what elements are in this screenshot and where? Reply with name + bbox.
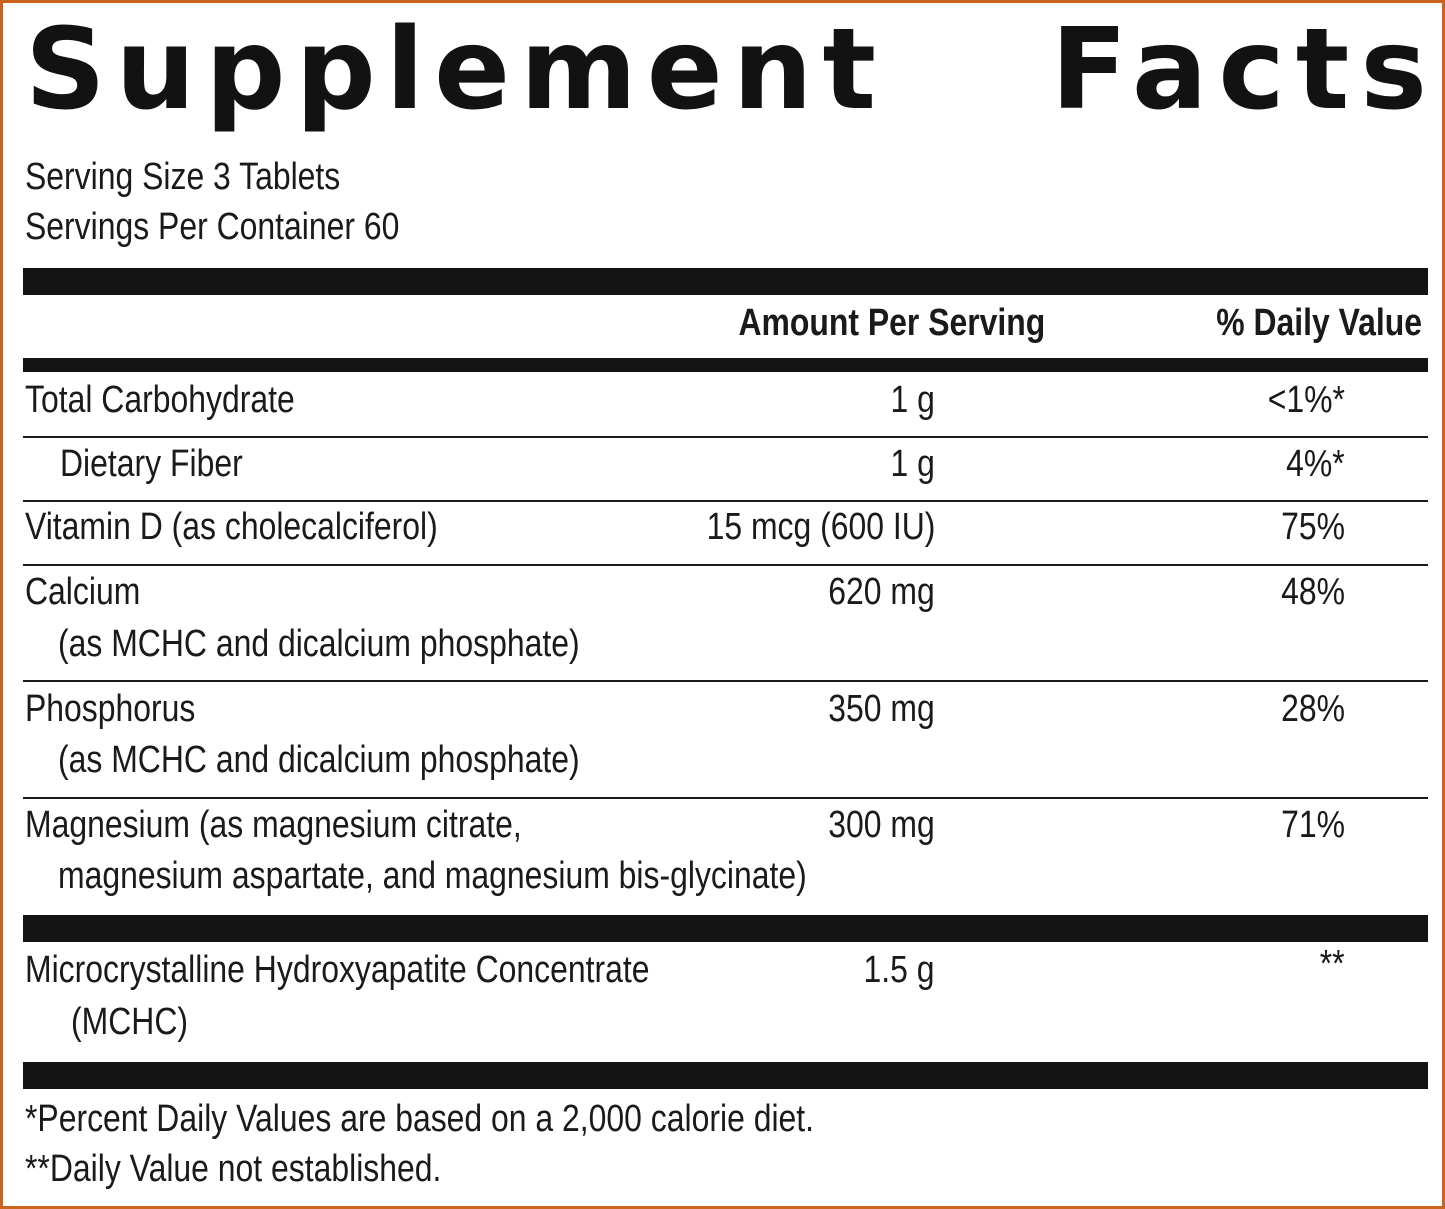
nutrient-name: Vitamin D (as cholecalciferol)	[25, 506, 438, 548]
nutrient-name: Total Carbohydrate	[25, 379, 295, 421]
footnote-daily-values: *Percent Daily Values are based on a 2,0…	[25, 1098, 815, 1140]
ingredient-amount: 1.5 g	[863, 949, 935, 991]
thick-divider-bottom	[23, 1062, 1428, 1089]
nutrient-daily-value: 71%	[1281, 804, 1345, 846]
servings-per-container: Servings Per Container 60	[25, 206, 400, 248]
nutrient-amount: 300 mg	[828, 804, 935, 846]
nutrient-source: (as MCHC and dicalcium phosphate)	[58, 739, 580, 781]
row-divider	[23, 564, 1428, 566]
thick-divider-middle	[23, 915, 1428, 942]
nutrient-name: Dietary Fiber	[60, 443, 243, 485]
nutrient-amount: 1 g	[890, 443, 935, 485]
medium-divider	[23, 358, 1428, 372]
nutrient-daily-value: <1%*	[1267, 379, 1345, 421]
title-word-facts: Facts	[1050, 5, 1438, 135]
nutrient-source: magnesium aspartate, and magnesium bis-g…	[58, 855, 807, 897]
panel-title: Supplement Facts	[25, 5, 1427, 135]
nutrient-name: Calcium	[25, 571, 141, 613]
row-divider	[23, 680, 1428, 682]
footnote-not-established: **Daily Value not established.	[25, 1148, 442, 1190]
nutrient-amount: 620 mg	[828, 571, 935, 613]
ingredient-name: Microcrystalline Hydroxyapatite Concentr…	[25, 949, 650, 991]
thick-divider-top	[23, 268, 1428, 295]
row-divider	[23, 500, 1428, 502]
row-divider	[23, 797, 1428, 799]
nutrient-daily-value: 4%*	[1286, 443, 1345, 485]
nutrient-amount: 350 mg	[828, 688, 935, 730]
serving-size: Serving Size 3 Tablets	[25, 156, 341, 198]
nutrient-amount: 1 g	[890, 379, 935, 421]
nutrient-daily-value: 28%	[1281, 688, 1345, 730]
ingredient-abbreviation: (MCHC)	[71, 1001, 189, 1043]
title-word-supplement: Supplement	[25, 5, 887, 135]
nutrient-name: Phosphorus	[25, 688, 196, 730]
header-daily-value: % Daily Value	[1216, 302, 1422, 344]
nutrient-amount: 15 mcg (600 IU)	[706, 506, 935, 548]
nutrient-daily-value: 75%	[1281, 506, 1345, 548]
nutrient-daily-value: 48%	[1281, 571, 1345, 613]
nutrient-name: Magnesium (as magnesium citrate,	[25, 804, 522, 846]
nutrient-source: (as MCHC and dicalcium phosphate)	[58, 623, 580, 665]
row-divider	[23, 436, 1428, 438]
ingredient-daily-value: **	[1320, 943, 1345, 985]
header-amount-per-serving: Amount Per Serving	[738, 302, 1045, 344]
